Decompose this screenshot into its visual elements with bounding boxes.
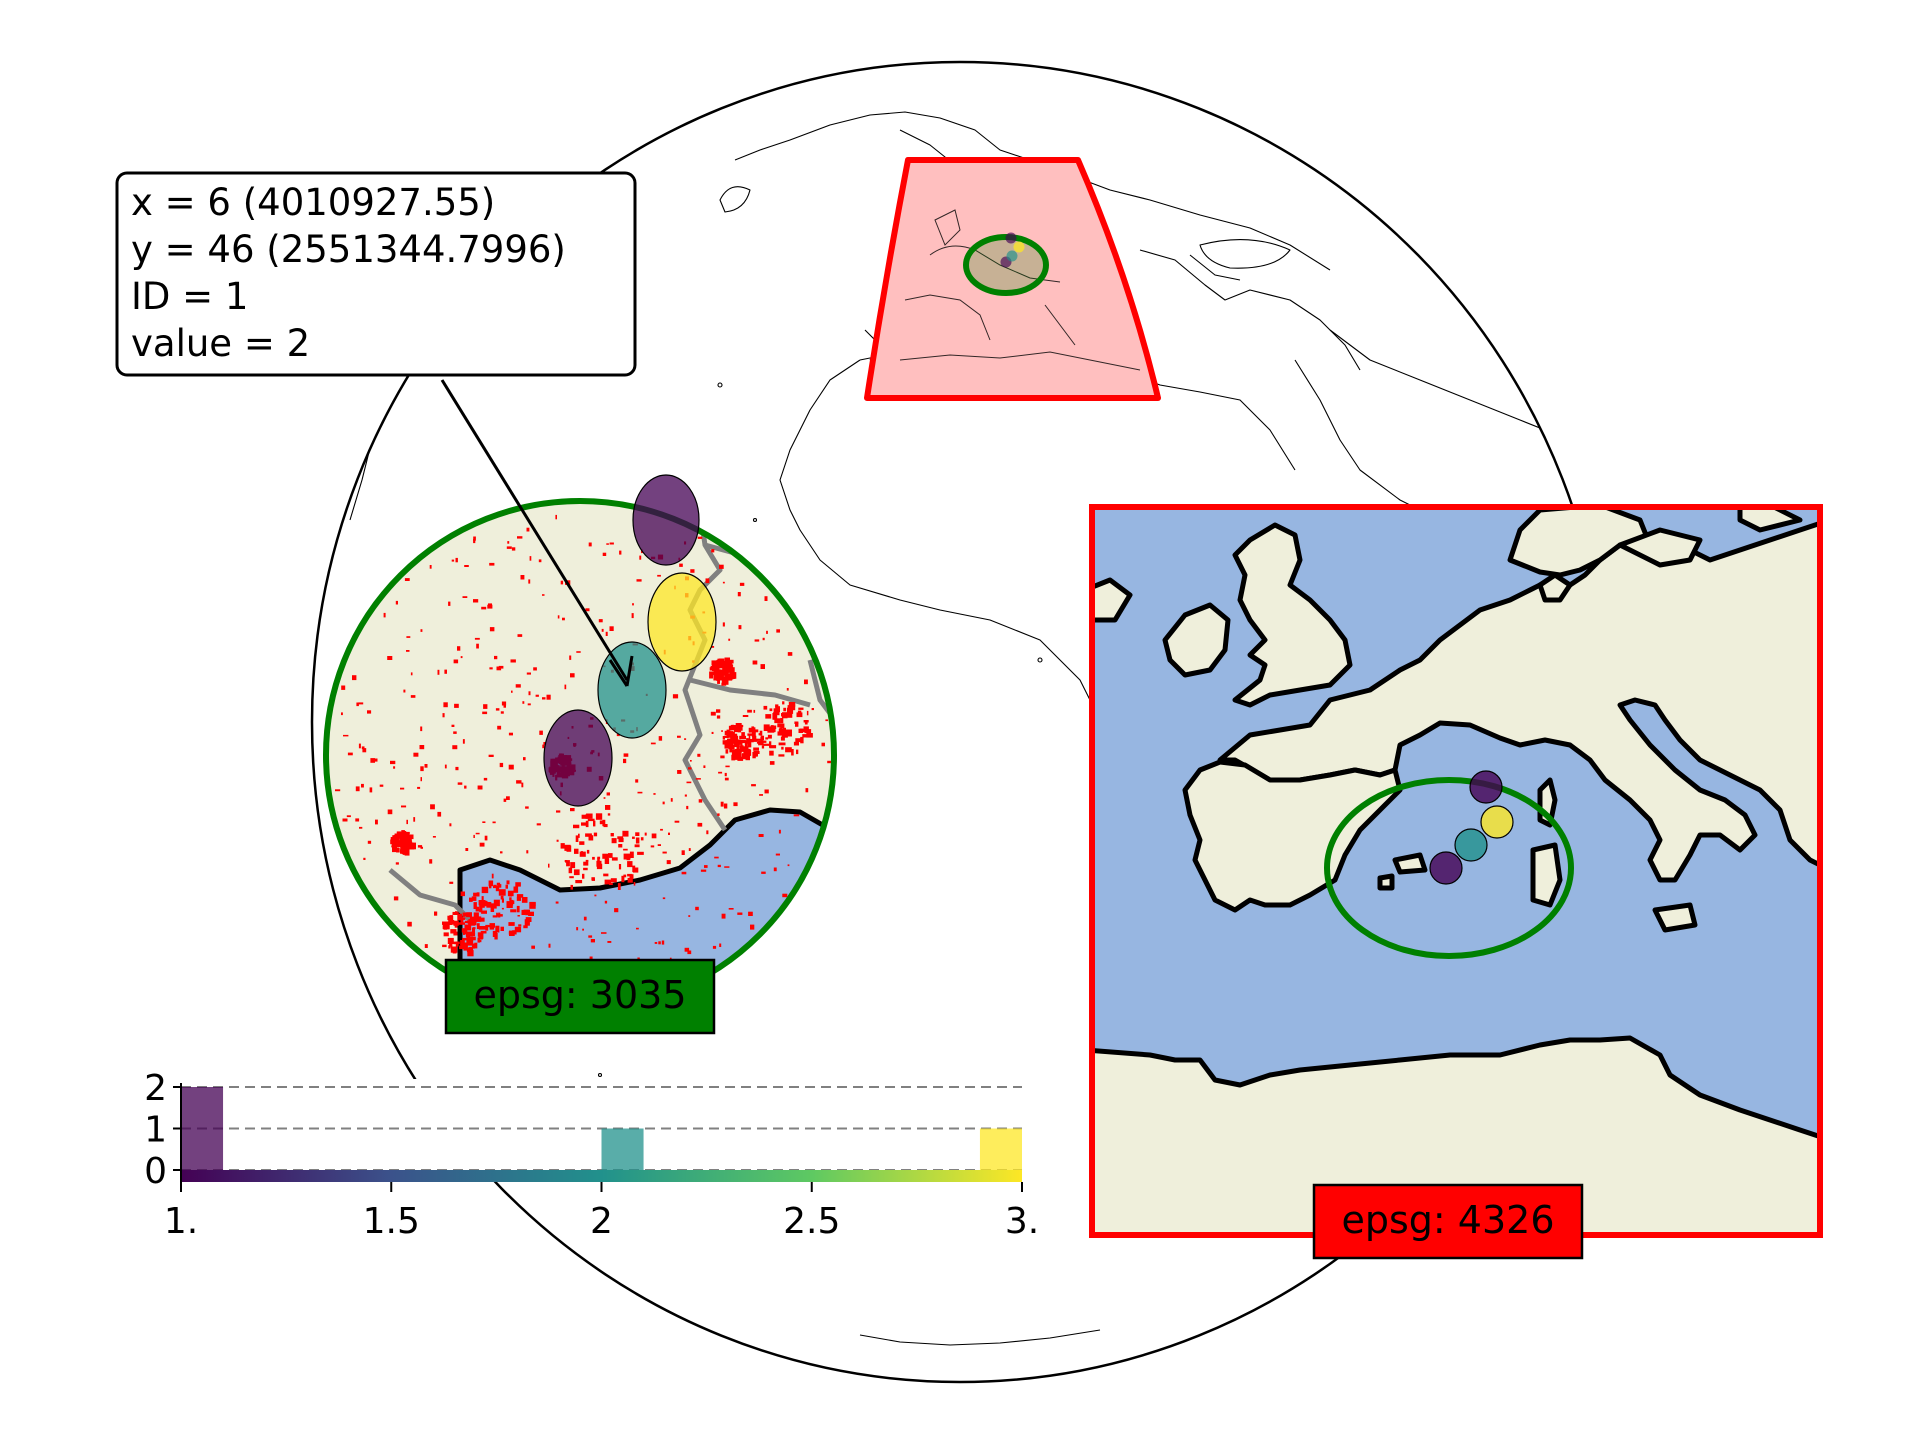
point-annotation: x = 6 (4010927.55) y = 46 (2551344.7996)… xyxy=(115,171,637,687)
histogram-x-tick-label: 2.5 xyxy=(783,1201,840,1242)
extent-point-2 xyxy=(1013,241,1025,253)
annotation-value: value = 2 xyxy=(131,322,310,365)
svg-text:epsg: 3035: epsg: 3035 xyxy=(473,973,686,1017)
inset-4326-3035-extent-ring xyxy=(1324,777,1574,959)
annotation-id: ID = 1 xyxy=(131,275,248,318)
histogram-colorbar xyxy=(181,1170,1022,1182)
svg-text:epsg: 4326: epsg: 4326 xyxy=(1341,1198,1554,1242)
histogram-bar xyxy=(979,1128,1022,1170)
inset-4326: epsg: 4326 xyxy=(1089,504,1823,1260)
inset-4326-extent xyxy=(864,157,1161,401)
extent-point-1 xyxy=(1006,250,1018,262)
histogram-bar xyxy=(601,1128,644,1170)
histogram-y-tick-label: 1 xyxy=(144,1110,167,1151)
histogram-y-tick-label: 0 xyxy=(144,1151,167,1192)
inset-4326-europe xyxy=(1217,520,1820,883)
point-3-marker xyxy=(632,474,700,566)
point-2-marker xyxy=(647,572,717,672)
inset-4326-label: epsg: 4326 xyxy=(1312,1183,1584,1260)
inset-4326-point-0 xyxy=(1429,851,1463,885)
inset-4326-africa xyxy=(1092,1035,1820,1235)
annotation-y: y = 46 (2551344.7996) xyxy=(131,228,566,271)
histogram-x-tick-label: 2 xyxy=(590,1201,613,1242)
inset-4326-sardinia xyxy=(1530,842,1563,908)
histogram-x-tick-label: 1. xyxy=(164,1201,198,1242)
histogram-bar xyxy=(181,1087,224,1170)
inset-4326-point-2 xyxy=(1480,805,1514,839)
inset-3035-label: epsg: 3035 xyxy=(444,958,716,1035)
histogram-y-tick-label: 2 xyxy=(144,1068,167,1109)
histogram-x-tick-label: 1.5 xyxy=(363,1201,420,1242)
inset-4326-point-3 xyxy=(1469,770,1503,804)
histogram-x-tick-label: 3. xyxy=(1005,1201,1039,1242)
annotation-x: x = 6 (4010927.55) xyxy=(131,181,495,224)
point-0-marker xyxy=(543,709,613,807)
inset-4326-point-1 xyxy=(1454,828,1488,862)
inset-4326-ireland xyxy=(1162,602,1231,678)
extent-point-3 xyxy=(1005,232,1017,244)
inset-4326-great-britain xyxy=(1232,522,1353,708)
globe-coastline-europe xyxy=(734,111,1331,271)
inset-4326-iberia xyxy=(1182,759,1403,913)
